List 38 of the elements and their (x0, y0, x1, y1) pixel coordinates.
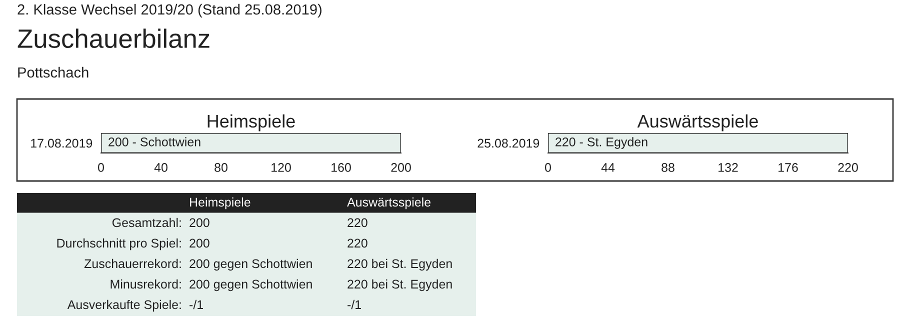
category-label: Durchschnitt pro Spiel: (57, 238, 181, 250)
data-label: 200 - Schottwien (108, 137, 200, 146)
text: 220 (348, 218, 368, 228)
text: 200 (190, 238, 210, 248)
chart-title: Heimspiele (208, 114, 295, 132)
x-tick-label: 132 (718, 163, 738, 172)
x-tick-label: 176 (778, 163, 798, 172)
category-label: Ausverkaufte Spiele: (67, 300, 181, 312)
data-label: 220 - St. Egyden (556, 137, 648, 149)
category-label: Minusrekord: (110, 279, 181, 289)
text: -/1 (348, 300, 361, 310)
y-tick-label: 17.08.2019 (31, 138, 92, 148)
y-tick-label: 25.08.2019 (478, 138, 540, 148)
x-tick-label: 0 (545, 163, 551, 172)
chart-title: Auswärtsspiele (637, 114, 758, 132)
text: 220 (348, 238, 368, 248)
x-tick-label: 44 (601, 163, 615, 172)
x-tick-label: 120 (272, 163, 291, 172)
text: Zuschauerbilanz (18, 28, 210, 48)
x-tick-label: 0 (98, 163, 104, 172)
x-tick-label: 200 (391, 163, 411, 172)
x-tick-label: 160 (332, 163, 351, 172)
text: Pottschach (18, 66, 88, 78)
x-tick-label: 88 (662, 163, 674, 172)
text: -/1 (190, 300, 203, 310)
text: 200 (190, 218, 210, 228)
category-label: Gesamtzahl: (112, 218, 181, 228)
x-tick-label: 40 (154, 163, 168, 172)
category-label: Auswärtsspiele (347, 197, 431, 210)
text: 2. Klasse Wechsel 2019/20 (Stand 25.08.2019) (18, 4, 322, 18)
category-label: Heimspiele (190, 197, 250, 210)
text: 200 gegen Schottwien (190, 279, 312, 292)
category-label: Zuschauerrekord: (84, 258, 181, 268)
x-tick-label: 80 (214, 163, 228, 172)
x-tick-label: 220 (838, 163, 858, 172)
text: 220 bei St. Egyden (348, 258, 452, 271)
text: 220 bei St. Egyden (348, 279, 452, 292)
text: 200 gegen Schottwien (190, 258, 312, 271)
